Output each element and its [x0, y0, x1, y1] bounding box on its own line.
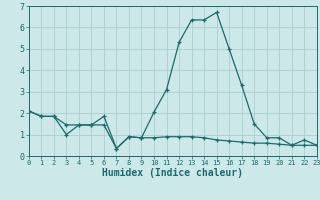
X-axis label: Humidex (Indice chaleur): Humidex (Indice chaleur): [102, 168, 243, 178]
